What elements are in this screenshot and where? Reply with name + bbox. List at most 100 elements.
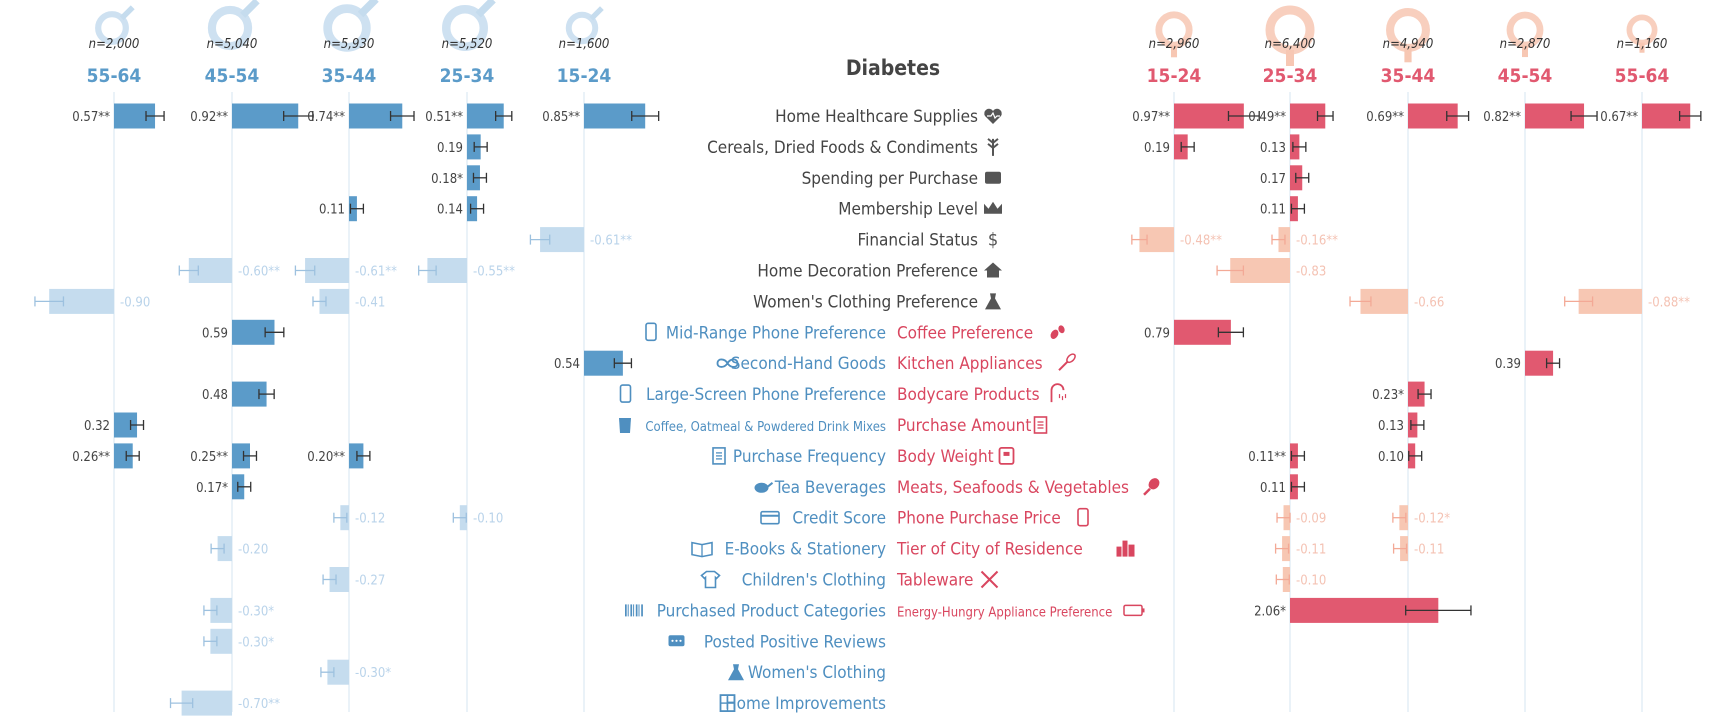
bar-value-label: -0.88** — [1648, 295, 1690, 310]
onesie-icon — [700, 570, 721, 589]
phone-icon — [1077, 507, 1089, 527]
bar-value-label: 0.14 — [437, 203, 463, 218]
bar-value-label: -0.27 — [355, 574, 385, 589]
wheat-icon — [987, 138, 999, 156]
bar-value-label: 0.10 — [1378, 450, 1404, 465]
center-row-label: Cereals, Dried Foods & Condiments — [707, 138, 978, 158]
row-labels: Home Healthcare Supplies Cereals, Dried F… — [619, 107, 1160, 714]
male-symbol-arrow — [357, 0, 379, 18]
window-icon — [719, 694, 736, 712]
male-row-label: Home Improvements — [725, 694, 886, 714]
female-group-n: n=4,940 — [1383, 37, 1434, 52]
bar-value-label: -0.30* — [238, 604, 274, 619]
female-group-age: 35-44 — [1381, 65, 1436, 87]
group-headers: n=2,00055-64n=5,04045-54n=5,93035-44n=5,… — [87, 0, 1670, 87]
bar-value-label: 0.17 — [1260, 172, 1286, 187]
male-symbol-icon — [565, 11, 599, 45]
female-group-header: n=6,400 25-34 — [1263, 5, 1317, 87]
male-symbol-icon — [323, 4, 371, 52]
teapot-icon — [754, 482, 774, 493]
bar-value-label: -0.11 — [1296, 543, 1326, 558]
male-symbol-icon — [95, 11, 129, 45]
bar-value-label: -0.20 — [238, 543, 268, 558]
cup-icon — [619, 418, 631, 433]
female-group-header: n=4,940 35-44 — [1381, 8, 1436, 87]
male-group-age: 55-64 — [87, 65, 142, 87]
center-row-label: Home Decoration Preference — [757, 262, 978, 282]
shower-icon — [1050, 383, 1067, 403]
bar-value-label: -0.16** — [1296, 234, 1338, 249]
bar-value-label: 0.19 — [437, 141, 463, 156]
bar — [114, 412, 138, 438]
female-row-label: Phone Purchase Price — [897, 509, 1061, 529]
male-group-age: 15-24 — [557, 65, 612, 87]
center-row-label: Spending per Purchase — [802, 169, 978, 189]
bar-value-label: 0.49** — [1248, 110, 1286, 125]
bar — [217, 536, 232, 562]
bar-value-label: -0.66 — [1414, 295, 1444, 310]
coffee-beans-icon — [1050, 325, 1065, 339]
bar-value-label: -0.10 — [1296, 574, 1326, 589]
center-row-label: Membership Level — [838, 200, 978, 220]
bar-value-label: 0.57** — [72, 110, 110, 125]
bar-value-label: -0.12 — [355, 512, 385, 527]
bar-value-label: -0.12* — [1414, 512, 1450, 527]
house-icon — [984, 262, 1002, 278]
male-row-label: Mid-Range Phone Preference — [666, 323, 886, 343]
bar — [114, 443, 133, 469]
male-group-header: n=1,600 15-24 — [557, 6, 612, 87]
male-group-header: n=5,520 25-34 — [440, 0, 496, 87]
female-row-label: Purchase Amount — [897, 416, 1031, 436]
male-row-label: E-Books & Stationery — [725, 540, 886, 560]
male-row-label: Purchased Product Categories — [657, 601, 886, 621]
heart-pulse-icon — [984, 108, 1002, 124]
female-group-header: n=2,870 45-54 — [1498, 11, 1552, 87]
bar-value-label: 0.26** — [72, 450, 110, 465]
crown-icon — [984, 201, 1002, 214]
whisk-icon — [1058, 353, 1076, 371]
bar-value-label: -0.30* — [238, 635, 274, 650]
receipt-icon — [1033, 416, 1048, 434]
city-icon — [1116, 540, 1135, 557]
male-row-label: Second-Hand Goods — [731, 354, 886, 374]
female-row-label: Energy-Hungry Appliance Preference — [897, 605, 1112, 620]
bar-value-label: -0.61** — [590, 234, 632, 249]
dress-icon — [728, 664, 744, 681]
male-row-label: Coffee, Oatmeal & Powdered Drink Mixes — [645, 420, 886, 435]
male-group-n: n=1,600 — [559, 37, 610, 52]
utensils-icon — [980, 570, 999, 589]
book-icon — [691, 541, 713, 558]
female-group-age: 55-64 — [1615, 65, 1670, 87]
male-group-header: n=5,930 35-44 — [322, 0, 379, 87]
female-row-label: Kitchen Appliances — [897, 354, 1043, 374]
bar — [232, 443, 250, 469]
bar-value-label: 0.19 — [1144, 141, 1170, 156]
chart-title: Diabetes — [846, 56, 940, 80]
female-row-label: Tableware — [896, 571, 973, 591]
bar-value-label: -0.90 — [120, 295, 150, 310]
bar-value-label: -0.70** — [238, 697, 280, 712]
phone-icon — [619, 384, 632, 403]
male-group-age: 25-34 — [440, 65, 495, 87]
barcode-icon — [625, 604, 643, 617]
bar-value-label: 0.18* — [431, 172, 463, 187]
drumstick-icon — [1143, 478, 1160, 496]
bar — [329, 567, 349, 592]
male-group-n: n=2,000 — [89, 37, 140, 52]
female-row-label: Bodycare Products — [897, 385, 1040, 405]
male-row-label: Tea Beverages — [774, 478, 886, 498]
male-group-age: 35-44 — [322, 65, 377, 87]
bars-layer: 0.57** -0.90 0.32 0.26** 0.92** -0.60** 0.59 0.… — [34, 103, 1702, 716]
bar-value-label: 0.23* — [1372, 388, 1404, 403]
bar-value-label: 0.13 — [1378, 419, 1404, 434]
bar-value-label: 0.39 — [1495, 357, 1521, 372]
female-group-n: n=6,400 — [1265, 37, 1316, 52]
bar-value-label: -0.41 — [355, 295, 385, 310]
male-row-label: Purchase Frequency — [733, 447, 886, 467]
dollar-icon: $ — [988, 230, 998, 251]
female-group-age: 15-24 — [1147, 65, 1202, 87]
female-group-n: n=2,870 — [1500, 37, 1551, 52]
male-symbol-arrow — [589, 6, 604, 21]
male-row-label: Credit Score — [792, 509, 886, 529]
